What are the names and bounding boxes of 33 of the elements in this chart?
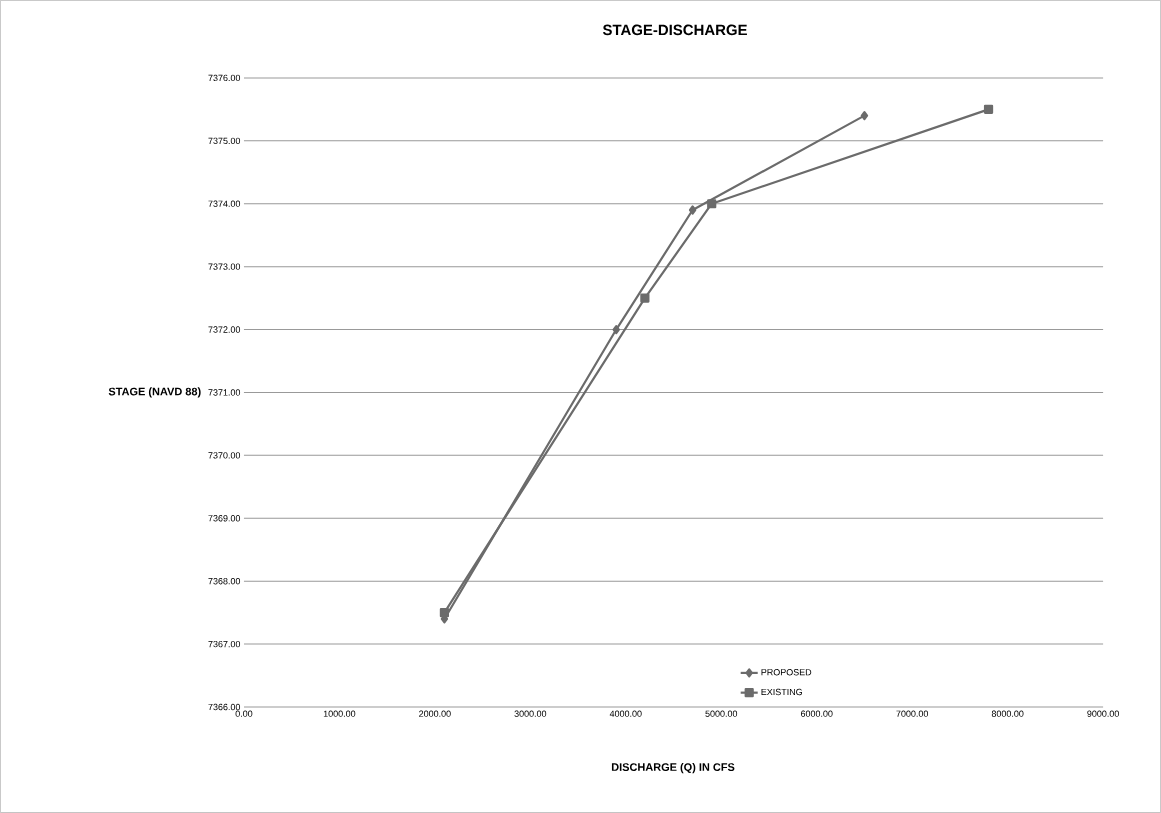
x-tick-label: 2000.00 [419,710,451,717]
point [688,205,697,215]
legend-label: EXISTING [761,688,803,696]
y-tick-label: 7371.00 [208,389,241,396]
y-tick-label: 7370.00 [208,452,241,459]
y-tick-label: 7369.00 [208,515,241,522]
point [612,324,620,335]
x-tick-label: 4000.00 [609,710,642,717]
x-tick-label: 7000.00 [896,710,929,717]
y-tick-label: 7368.00 [208,578,241,585]
x-tick-label: 6000.00 [800,710,833,717]
x-axis-title: DISCHARGE (Q) IN CFS [611,762,735,774]
y-tick-label: 7373.00 [208,263,241,270]
y-tick-label: 7367.00 [208,640,241,648]
y-tick-label: 7375.00 [208,137,241,145]
y-tick-label: 7376.00 [208,74,241,82]
point [860,111,869,121]
y-tick-label: 7366.00 [208,703,241,711]
y-axis-title: STAGE (NAVD 88) [108,387,201,398]
legend-label: PROPOSED [761,669,812,676]
x-tick-label: 1000.00 [323,710,356,717]
point [640,293,650,303]
y-tick-label: 7372.00 [208,326,241,333]
x-tick-label: 9000.00 [1087,710,1119,717]
x-tick-label: 8000.00 [991,710,1024,717]
x-tick-label: 0.00 [235,710,253,717]
point [983,104,994,114]
x-tick-label: 5000.00 [705,710,738,717]
point [707,199,717,209]
y-tick-label: 7374.00 [208,200,241,207]
point [439,608,450,618]
x-tick-label: 3000.00 [514,710,547,717]
chart-title: STAGE-DISCHARGE [602,24,747,36]
